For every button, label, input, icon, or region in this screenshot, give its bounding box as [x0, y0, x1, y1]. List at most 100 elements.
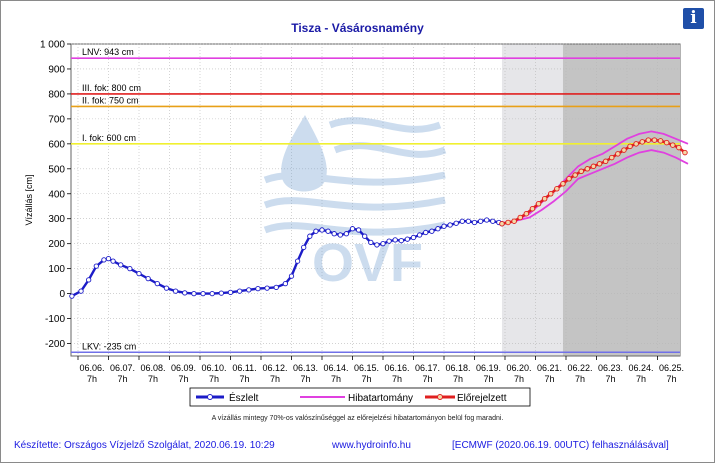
x-tick-date: 06.06. [79, 363, 104, 373]
probability-note: A vízállás mintegy 70%-os valószínűségge… [211, 415, 504, 422]
series-elorejelzett-point [590, 163, 597, 170]
series-eszlelt-point [200, 290, 206, 297]
ovf-watermark-logo: OVF [263, 115, 447, 293]
series-eszlelt-point [145, 275, 151, 282]
series-eszlelt-point [136, 270, 142, 277]
x-tick-hour: 7h [514, 374, 524, 384]
y-tick-label: 0 [59, 289, 65, 300]
series-eszlelt-point [105, 256, 112, 262]
threshold-label-1: III. fok: 800 cm [82, 83, 141, 93]
series-elorejelzett-point [627, 143, 633, 150]
series-elorejelzett-point [633, 141, 639, 147]
y-tick-label: 600 [48, 139, 65, 150]
x-tick-hour: 7h [270, 374, 280, 384]
series-eszlelt-point [69, 293, 75, 299]
y-tick-label: 400 [48, 189, 65, 200]
series-eszlelt-point [319, 227, 325, 233]
series-eszlelt-point [163, 285, 170, 291]
series-elorejelzett-point [682, 149, 688, 156]
series-eszlelt-point [264, 285, 270, 291]
series-eszlelt-point [490, 218, 496, 224]
series-eszlelt-point [435, 226, 441, 232]
series-elorejelzett-point [529, 205, 536, 212]
series-eszlelt-point [380, 241, 386, 247]
series-hibatartomany-lower [501, 149, 689, 225]
series-eszlelt-point [362, 233, 368, 239]
y-tick-label: 200 [48, 239, 65, 250]
x-tick-date: 06.10. [201, 363, 226, 373]
y-tick-label: 800 [48, 89, 65, 100]
series-eszlelt-point [93, 263, 99, 269]
series-elorejelzett-point [584, 166, 591, 172]
legend-label-elorejelzett: Előrejelzett [457, 393, 507, 404]
y-tick-label: -100 [45, 314, 65, 325]
series-elorejelzett-point [615, 151, 621, 157]
x-tick-date: 06.15. [354, 363, 379, 373]
series-elorejelzett-point [639, 139, 646, 145]
series-elorejelzett-point [517, 214, 524, 221]
threshold-label-3: I. fok: 600 cm [82, 133, 136, 143]
chart-title: Tisza - Vásárosnamény [291, 21, 424, 35]
info-button[interactable]: i [683, 8, 704, 29]
series-eszlelt-point [349, 226, 356, 232]
x-tick-hour: 7h [422, 374, 432, 384]
series-eszlelt-point [86, 277, 92, 283]
series-eszlelt-point [429, 228, 435, 234]
x-tick-date: 06.07. [110, 363, 135, 373]
series-eszlelt-point [374, 242, 380, 248]
series-eszlelt-point [416, 232, 423, 238]
x-tick-hour: 7h [209, 374, 219, 384]
series-eszlelt-point [313, 228, 319, 234]
x-tick-hour: 7h [117, 374, 127, 384]
footer-url-link[interactable]: www.hydroinfo.hu [332, 440, 411, 451]
series-elorejelzett-point [548, 191, 554, 197]
series-eszlelt-point [182, 290, 188, 296]
series-eszlelt-point [209, 290, 215, 297]
x-tick-hour: 7h [148, 374, 158, 384]
series-eszlelt-point [273, 284, 279, 291]
x-tick-date: 06.23. [598, 363, 623, 373]
y-tick-label: -200 [45, 339, 65, 350]
series-eszlelt-point [484, 217, 490, 223]
series-elorejelzett-point [621, 147, 627, 153]
series-eszlelt-point [398, 238, 404, 244]
x-tick-hour: 7h [239, 374, 249, 384]
series-elorejelzett-point [578, 168, 585, 175]
series-eszlelt-point [282, 280, 289, 287]
series-eszlelt-point [236, 288, 243, 294]
x-tick-hour: 7h [87, 374, 97, 384]
series-elorejelzett-point [505, 219, 511, 226]
x-tick-hour: 7h [178, 374, 188, 384]
x-tick-date: 06.20. [506, 363, 531, 373]
series-eszlelt-point [465, 218, 472, 224]
x-tick-date: 06.21. [537, 363, 562, 373]
legend-label-eszlelt: Észlelt [229, 391, 259, 404]
series-elorejelzett-point [535, 200, 542, 207]
series-elorejelzett-point [566, 176, 572, 182]
legend: Észlelt Hibatartomány Előrejelzett [189, 387, 531, 407]
series-eszlelt-point [459, 218, 465, 224]
series-eszlelt-point [255, 285, 261, 292]
series-elorejelzett-point [554, 186, 560, 192]
x-tick-date: 06.19. [476, 363, 501, 373]
series-eszlelt-point [227, 289, 234, 296]
threshold-label-0: LNV: 943 cm [82, 47, 134, 57]
series-eszlelt-point [368, 239, 374, 246]
series-eszlelt-point [288, 273, 295, 279]
x-tick-hour: 7h [453, 374, 463, 384]
series-eszlelt-point [307, 233, 313, 239]
series-eszlelt-point [331, 231, 337, 237]
series-elorejelzett-point [645, 137, 652, 143]
x-tick-date: 06.24. [628, 363, 653, 373]
series-eszlelt-point [101, 257, 107, 263]
series-elorejelzett-point [499, 220, 505, 227]
threshold-label-4: LKV: -235 cm [82, 341, 136, 351]
shaded-region-1 [562, 44, 680, 356]
footer-source: [ECMWF (2020.06.19. 00UTC) felhasználásá… [452, 440, 669, 451]
series-eszlelt-point [355, 227, 362, 233]
x-tick-date: 06.17. [415, 363, 440, 373]
series-eszlelt-point [127, 265, 133, 272]
series-eszlelt-point [410, 234, 417, 241]
x-tick-hour: 7h [331, 374, 341, 384]
